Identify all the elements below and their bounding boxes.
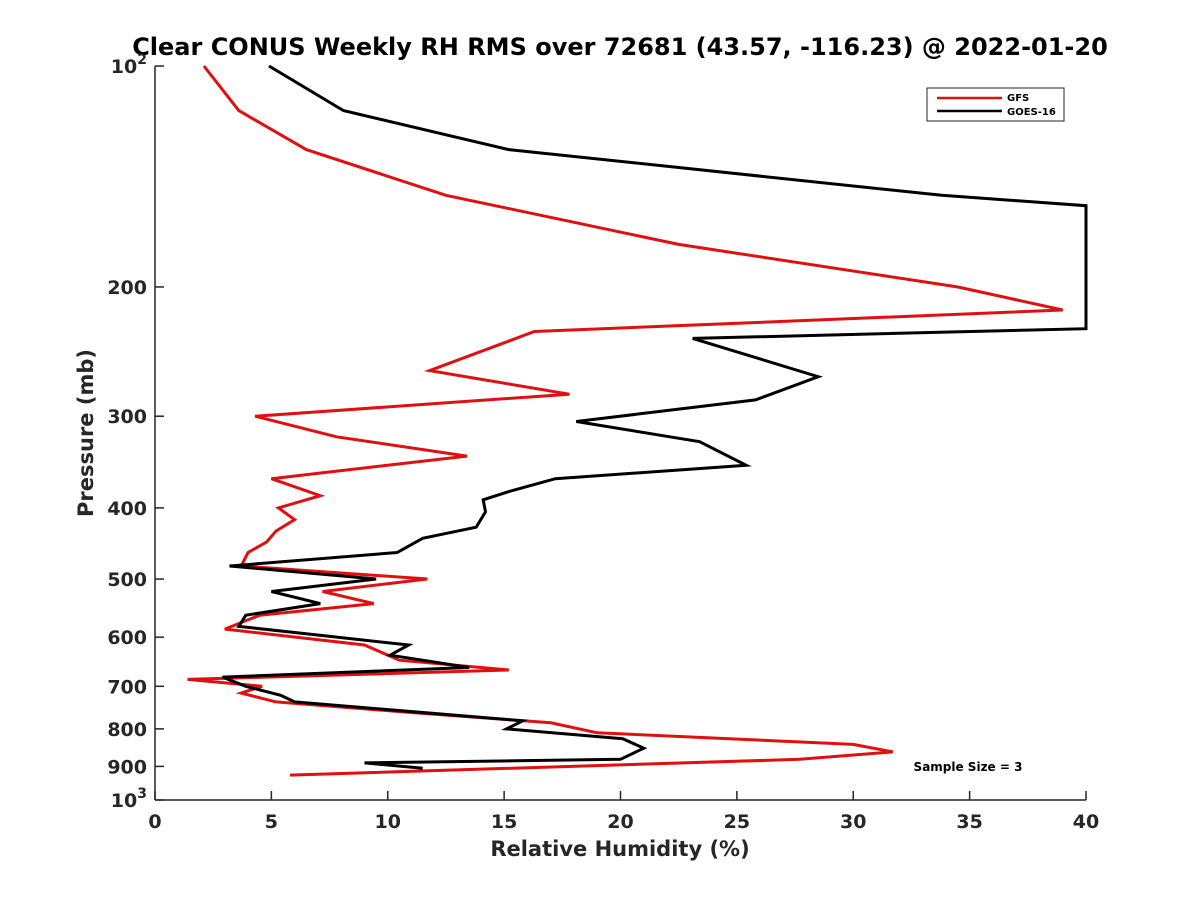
sample-size-annotation: Sample Size = 3	[914, 760, 1023, 774]
series-layer	[187, 64, 1088, 777]
y-tick-label: 300	[107, 406, 147, 428]
y-tick-label: 700	[107, 676, 147, 698]
x-tick-label: 35	[956, 811, 982, 833]
y-tick-label: 800	[107, 719, 147, 741]
y-tick-label: 200	[107, 277, 147, 299]
x-axis-label: Relative Humidity (%)	[490, 837, 749, 861]
legend-label-gfs: GFS	[1007, 93, 1029, 104]
y-axis-label: Pressure (mb)	[74, 349, 98, 517]
legend-label-goes16: GOES-16	[1007, 107, 1056, 118]
y-tick-label: 900	[107, 756, 147, 778]
y-axis-ticks: 102 200 300 400 500 600 700 800 900 103	[107, 52, 164, 812]
legend-box	[926, 87, 1065, 122]
legend: GFS GOES-16	[926, 87, 1065, 122]
chart-title: Clear CONUS Weekly RH RMS over 72681 (43…	[132, 33, 1108, 61]
plot-area	[155, 66, 1086, 800]
y-tick-label: 400	[107, 498, 147, 520]
x-tick-label: 10	[375, 811, 401, 833]
x-tick-label: 20	[607, 811, 633, 833]
series-line-goes16	[221, 64, 1088, 770]
y-tick-label: 103	[111, 786, 147, 812]
x-tick-label: 30	[840, 811, 866, 833]
x-tick-label: 0	[148, 811, 161, 833]
x-axis-ticks: 0 5 10 15 20 25 30 35 40	[148, 791, 1099, 833]
x-tick-label: 40	[1073, 811, 1099, 833]
y-tick-label: 600	[107, 627, 147, 649]
x-tick-label: 15	[491, 811, 517, 833]
y-tick-label: 102	[111, 52, 147, 78]
x-tick-label: 25	[724, 811, 750, 833]
y-tick-label: 500	[107, 569, 147, 591]
x-tick-label: 5	[265, 811, 278, 833]
